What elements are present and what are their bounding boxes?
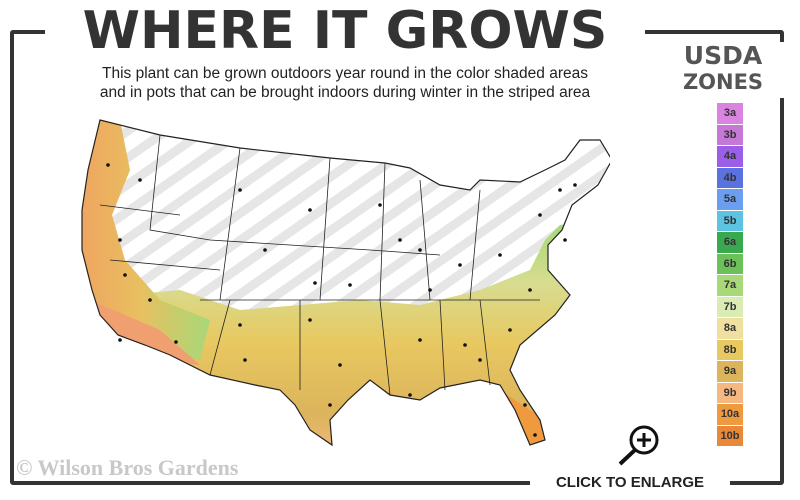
city-dots [106, 163, 577, 437]
city-dot [308, 208, 312, 212]
city-dot [348, 283, 352, 287]
city-dot [408, 393, 412, 397]
zone-swatch-3a: 3a [717, 103, 743, 125]
zone-swatch-6b: 6b [717, 253, 743, 275]
city-dot [338, 363, 342, 367]
legend-title: USDA ZONES [660, 42, 786, 98]
zone-swatch-3b: 3b [717, 124, 743, 146]
city-dot [123, 273, 127, 277]
subtitle-line-1: This plant can be grown outdoors year ro… [102, 65, 588, 82]
zone-swatch-6a: 6a [717, 232, 743, 254]
city-dot [573, 183, 577, 187]
legend-title-line-2: ZONES [682, 70, 764, 94]
subtitle: This plant can be grown outdoors year ro… [40, 64, 650, 102]
city-dot [243, 358, 247, 362]
zone-swatch-4b: 4b [717, 167, 743, 189]
zone-swatch-7a: 7a [717, 275, 743, 297]
city-dot [508, 328, 512, 332]
zone-swatch-7b: 7b [717, 296, 743, 318]
zone-legend: 3a 3b 4a 4b 5a 5b 6a 6b 7a 7b 8a 8b 9a 9b 10a 10b [717, 103, 743, 447]
state-borders [99, 134, 540, 396]
city-dot [428, 288, 432, 292]
us-zone-map[interactable] [70, 110, 610, 455]
city-dot [533, 433, 537, 437]
city-dot [458, 263, 462, 267]
city-dot [418, 338, 422, 342]
zone-swatch-9a: 9a [717, 361, 743, 383]
city-dot [478, 358, 482, 362]
city-dot [263, 248, 267, 252]
zone-swatch-5a: 5a [717, 189, 743, 211]
city-dot [308, 318, 312, 322]
city-dot [118, 338, 122, 342]
zone-swatch-10a: 10a [717, 404, 743, 426]
city-dot [523, 403, 527, 407]
subtitle-line-2: and in pots that can be brought indoors … [99, 84, 591, 101]
zone-swatch-8b: 8b [717, 339, 743, 361]
watermark: © Wilson Bros Gardens [16, 455, 239, 480]
city-dot [238, 323, 242, 327]
city-dot [328, 403, 332, 407]
zone-swatch-5b: 5b [717, 210, 743, 232]
city-dot [563, 238, 567, 242]
zone-swatch-10b: 10b [717, 425, 743, 447]
city-dot [558, 188, 562, 192]
city-dot [174, 340, 178, 344]
magnifier-plus-icon[interactable] [614, 424, 664, 466]
zone-swatch-8a: 8a [717, 318, 743, 340]
page-title: WHERE IT GROWS [45, 0, 645, 62]
zone-swatch-9b: 9b [717, 382, 743, 404]
legend-title-line-1: USDA [683, 41, 763, 70]
city-dot [313, 281, 317, 285]
city-dot [463, 343, 467, 347]
city-dot [418, 248, 422, 252]
city-dot [238, 188, 242, 192]
city-dot [378, 203, 382, 207]
click-to-enlarge-button[interactable]: CLICK TO ENLARGE [530, 470, 730, 500]
city-dot [138, 178, 142, 182]
city-dot [106, 163, 110, 167]
zone-swatch-4a: 4a [717, 146, 743, 168]
city-dot [148, 298, 152, 302]
city-dot [118, 238, 122, 242]
city-dot [498, 253, 502, 257]
city-dot [398, 238, 402, 242]
city-dot [528, 288, 532, 292]
city-dot [538, 213, 542, 217]
